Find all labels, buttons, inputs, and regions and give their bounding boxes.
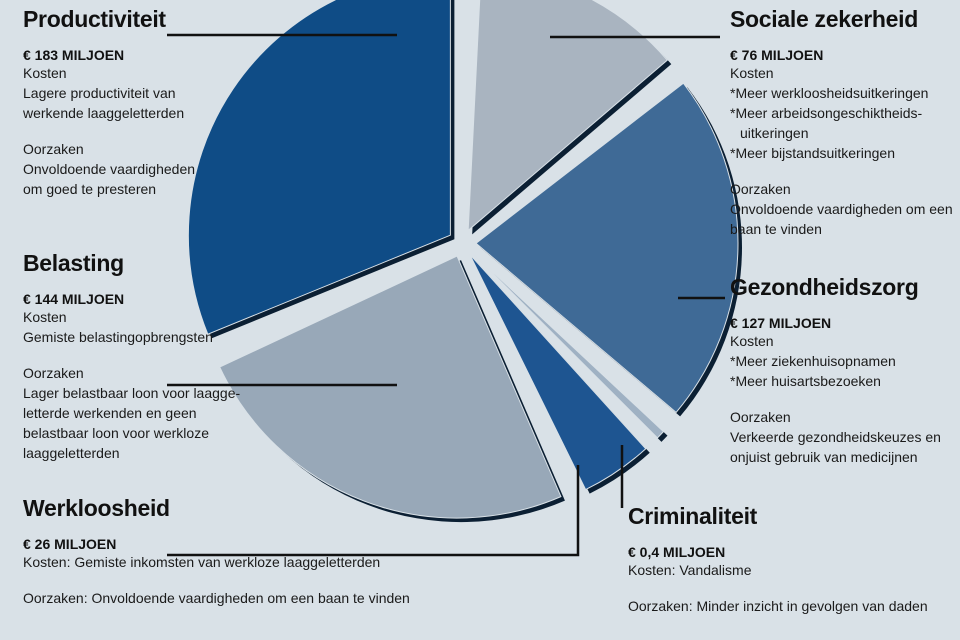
oorzaken-line: Oorzaken: Onvoldoende vaardigheden om ee… bbox=[23, 590, 410, 606]
oorzaken-line: onjuist gebruik van medicijnen bbox=[730, 449, 918, 465]
oorzaken-line: om goed te presteren bbox=[23, 181, 157, 197]
block-gezondheidszorg: Gezondheidszorg € 127 MILJOEN Kosten *Me… bbox=[730, 274, 941, 467]
amount-label: € 144 MILJOEN bbox=[23, 291, 125, 307]
pie-slices bbox=[187, 0, 742, 523]
oorzaken-label: Oorzaken bbox=[730, 181, 791, 197]
leader-werkloosheid bbox=[167, 465, 580, 557]
kosten-line: Lagere productiviteit van bbox=[23, 85, 176, 101]
kosten-label: Kosten bbox=[730, 333, 774, 349]
oorzaken-line: belastbaar loon voor werkloze bbox=[23, 425, 209, 441]
leader-lines bbox=[167, 33, 725, 557]
oorzaken-label: Oorzaken bbox=[23, 365, 84, 381]
amount-label: € 183 MILJOEN bbox=[23, 47, 125, 63]
category-title: Gezondheidszorg bbox=[730, 274, 919, 300]
kosten-line: *Meer huisartsbezoeken bbox=[730, 373, 881, 389]
category-title: Criminaliteit bbox=[628, 503, 758, 529]
block-werkloosheid: Werkloosheid € 26 MILJOEN Kosten: Gemist… bbox=[23, 495, 410, 608]
oorzaken-label: Oorzaken bbox=[23, 141, 84, 157]
category-title: Sociale zekerheid bbox=[730, 6, 918, 32]
category-title: Belasting bbox=[23, 250, 124, 276]
kosten-line: Gemiste belastingopbrengsten bbox=[23, 329, 213, 345]
amount-label: € 0,4 MILJOEN bbox=[628, 544, 726, 560]
kosten-label: Kosten bbox=[730, 65, 774, 81]
pie-slice-gezondheidszorg bbox=[475, 82, 739, 414]
oorzaken-line: Lager belastbaar loon voor laagge- bbox=[23, 385, 241, 401]
oorzaken-label: Oorzaken bbox=[730, 409, 791, 425]
kosten-label: Kosten bbox=[23, 65, 67, 81]
kosten-line: Kosten: Gemiste inkomsten van werkloze l… bbox=[23, 554, 381, 570]
kosten-line: *Meer ziekenhuisopnamen bbox=[730, 353, 896, 369]
kosten-label: Kosten bbox=[23, 309, 67, 325]
oorzaken-line: baan te vinden bbox=[730, 221, 822, 237]
block-sociale-zekerheid: Sociale zekerheid € 76 MILJOEN Kosten *M… bbox=[730, 6, 953, 239]
oorzaken-line: Oorzaken: Minder inzicht in gevolgen van… bbox=[628, 598, 928, 614]
category-title: Productiviteit bbox=[23, 6, 166, 32]
kosten-line: *Meer werkloosheidsuitkeringen bbox=[730, 85, 929, 101]
kosten-line: werkende laaggeletterden bbox=[23, 105, 185, 121]
block-productiviteit: Productiviteit € 183 MILJOEN Kosten Lage… bbox=[23, 6, 195, 199]
block-belasting: Belasting € 144 MILJOEN Kosten Gemiste b… bbox=[23, 250, 240, 463]
pie-slice-sociale-zekerheid bbox=[467, 0, 668, 232]
oorzaken-line: Onvoldoende vaardigheden om een bbox=[730, 201, 953, 217]
block-criminaliteit: Criminaliteit € 0,4 MILJOEN Kosten: Vand… bbox=[628, 503, 928, 616]
kosten-line: *Meer arbeidsongeschiktheids- bbox=[730, 105, 923, 121]
pie-slice-belasting bbox=[219, 255, 562, 519]
oorzaken-line: Onvoldoende vaardigheden bbox=[23, 161, 196, 177]
pie-slice-criminaliteit bbox=[471, 252, 665, 439]
category-title: Werkloosheid bbox=[23, 495, 170, 521]
oorzaken-line: laaggeletterden bbox=[23, 445, 120, 461]
oorzaken-line: Verkeerde gezondheidskeuzes en bbox=[730, 429, 941, 445]
pie-slice-werkloosheid bbox=[469, 254, 647, 491]
pie-slice-productiviteit bbox=[187, 0, 451, 335]
kosten-line: Kosten: Vandalisme bbox=[628, 562, 752, 578]
amount-label: € 127 MILJOEN bbox=[730, 315, 832, 331]
oorzaken-line: letterde werkenden en geen bbox=[23, 405, 197, 421]
kosten-line: uitkeringen bbox=[740, 125, 809, 141]
amount-label: € 26 MILJOEN bbox=[23, 536, 117, 552]
kosten-line: *Meer bijstandsuitkeringen bbox=[730, 145, 895, 161]
amount-label: € 76 MILJOEN bbox=[730, 47, 824, 63]
